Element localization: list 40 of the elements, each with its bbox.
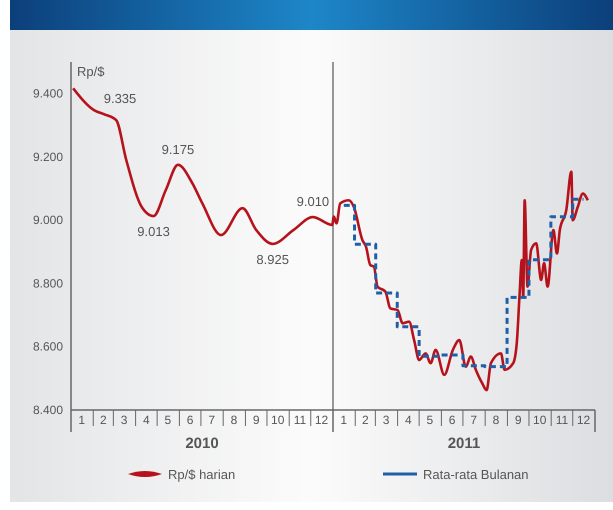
- x-tick-label: 7: [208, 413, 216, 427]
- annotation: 9.010: [296, 194, 330, 210]
- y-tick-label: 8.600: [32, 340, 64, 354]
- x-tick-label: 7: [470, 413, 478, 427]
- x-tick-label: 9: [252, 413, 260, 427]
- x-tick-label: 12: [576, 413, 591, 427]
- x-tick-label: 1: [78, 413, 86, 427]
- x-tick-label: 4: [143, 413, 150, 427]
- y-axis-title: Rp/$: [77, 64, 106, 79]
- x-tick-label: 6: [448, 413, 456, 427]
- x-tick-label: 6: [186, 413, 194, 427]
- x-tick-label: 5: [426, 413, 434, 427]
- y-tick-label: 9.000: [32, 213, 64, 228]
- x-tick-label: 8: [492, 413, 500, 427]
- y-tick-label: 8.400: [32, 403, 64, 417]
- annotation: 9.175: [162, 142, 194, 157]
- x-tick-label: 3: [120, 413, 128, 427]
- legend-label: Rp/$ harian: [168, 467, 236, 482]
- y-tick-label: 9.200: [32, 150, 64, 164]
- annotation: 9.013: [137, 224, 170, 240]
- x-tick-label: 2: [100, 413, 107, 427]
- x-tick-label: 12: [314, 413, 329, 427]
- x-tick-label: 2: [362, 413, 369, 427]
- x-tick-label: 4: [405, 413, 412, 427]
- text: 2011: [448, 435, 480, 452]
- legend-label: Rata-rata Bulanan: [423, 467, 529, 482]
- x-tick-label: 10: [271, 413, 285, 427]
- y-tick-label: 9.400: [32, 86, 64, 101]
- text: 2010: [185, 435, 219, 452]
- x-tick-label: 8: [230, 413, 238, 427]
- x-tick-label: 9: [514, 413, 522, 427]
- annotation: 9.335: [104, 91, 136, 106]
- x-tick-label: 11: [294, 413, 307, 427]
- annotation: 8.925: [256, 252, 289, 267]
- y-tick-label: 8.800: [32, 276, 64, 290]
- x-tick-label: 11: [556, 413, 569, 427]
- x-tick-label: 1: [340, 413, 348, 427]
- x-tick-label: 10: [533, 413, 547, 427]
- x-tick-label: 3: [382, 413, 390, 427]
- x-tick-label: 5: [164, 413, 172, 427]
